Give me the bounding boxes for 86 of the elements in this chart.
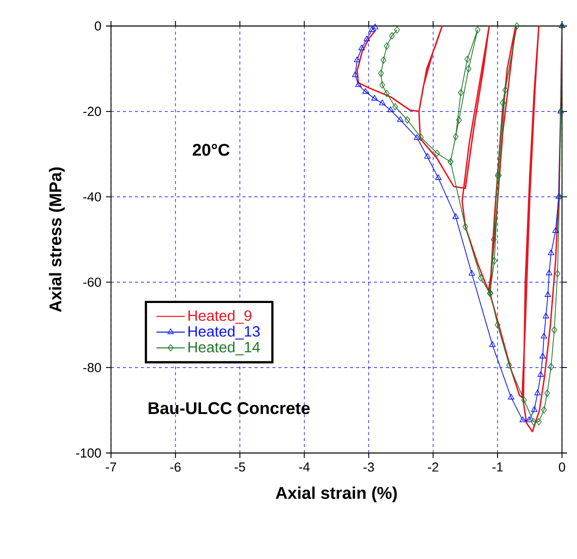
point	[371, 94, 378, 101]
point	[434, 150, 440, 157]
point	[404, 116, 410, 124]
point	[542, 312, 550, 318]
point	[364, 36, 370, 42]
y-tick-label: -80	[83, 363, 101, 372]
point	[362, 88, 369, 94]
point	[540, 332, 548, 338]
annotation: 20°C	[192, 144, 230, 156]
point	[548, 363, 554, 370]
x-tick-label: -2	[428, 462, 438, 472]
point	[389, 32, 395, 40]
point	[397, 116, 404, 122]
point	[458, 88, 464, 96]
x-tick-label: -3	[364, 462, 374, 472]
point	[424, 153, 431, 159]
point	[492, 257, 498, 264]
point	[392, 103, 398, 110]
point	[478, 274, 484, 282]
point	[387, 106, 394, 112]
point	[394, 26, 400, 34]
x-axis-title: Axial strain (%)	[276, 486, 397, 502]
point	[414, 134, 420, 140]
point	[554, 270, 560, 278]
point	[474, 26, 480, 34]
point	[378, 70, 384, 78]
point	[452, 213, 459, 219]
point	[521, 396, 527, 404]
legend-label: Heated_13	[188, 326, 260, 340]
point	[508, 394, 514, 400]
point	[538, 371, 544, 377]
point	[466, 65, 472, 72]
point	[536, 418, 542, 426]
point	[551, 326, 558, 334]
point	[379, 81, 386, 89]
point	[548, 250, 554, 256]
y-tick-label: -40	[83, 192, 101, 202]
point	[541, 406, 547, 414]
point	[519, 416, 526, 422]
point	[514, 22, 520, 30]
point	[452, 132, 459, 140]
y-tick-label: -100	[76, 448, 101, 458]
point	[372, 24, 378, 30]
point	[500, 99, 506, 107]
point	[352, 71, 358, 78]
point	[531, 406, 538, 412]
x-tick-label: -7	[106, 462, 116, 472]
x-tick-label: -4	[299, 462, 310, 472]
point	[544, 291, 552, 298]
annotation: Bau-ULCC Concrete	[148, 402, 310, 414]
x-tick-label: -1	[492, 462, 503, 472]
point	[530, 418, 536, 426]
point	[526, 416, 532, 422]
legend-label: Heated_9	[188, 310, 252, 324]
point	[490, 236, 497, 244]
point	[544, 390, 550, 397]
point	[355, 81, 362, 87]
point	[435, 174, 442, 180]
point	[539, 352, 546, 358]
point	[506, 361, 512, 369]
point	[380, 56, 386, 64]
point	[354, 56, 360, 62]
point	[502, 86, 508, 94]
legend-label: Heated_14	[188, 341, 260, 356]
point	[552, 227, 559, 233]
x-tick-label: -5	[234, 462, 246, 472]
point	[418, 134, 424, 142]
y-tick-label: 0	[94, 21, 101, 31]
point	[489, 341, 496, 347]
point	[546, 270, 552, 276]
point	[468, 270, 476, 276]
point	[384, 90, 390, 98]
point	[358, 44, 365, 50]
y-tick-label: -20	[83, 106, 101, 116]
x-tick-label: -6	[170, 462, 181, 472]
point	[464, 56, 470, 63]
y-axis-title: Axial stress (MPa)	[48, 167, 65, 312]
point	[368, 26, 376, 32]
point	[534, 390, 541, 396]
y-tick-label: -60	[83, 278, 101, 287]
x-tick-label: 0	[558, 462, 566, 472]
point	[462, 223, 468, 230]
point	[384, 42, 390, 50]
point	[456, 116, 462, 124]
point	[494, 321, 500, 329]
point	[379, 100, 386, 106]
